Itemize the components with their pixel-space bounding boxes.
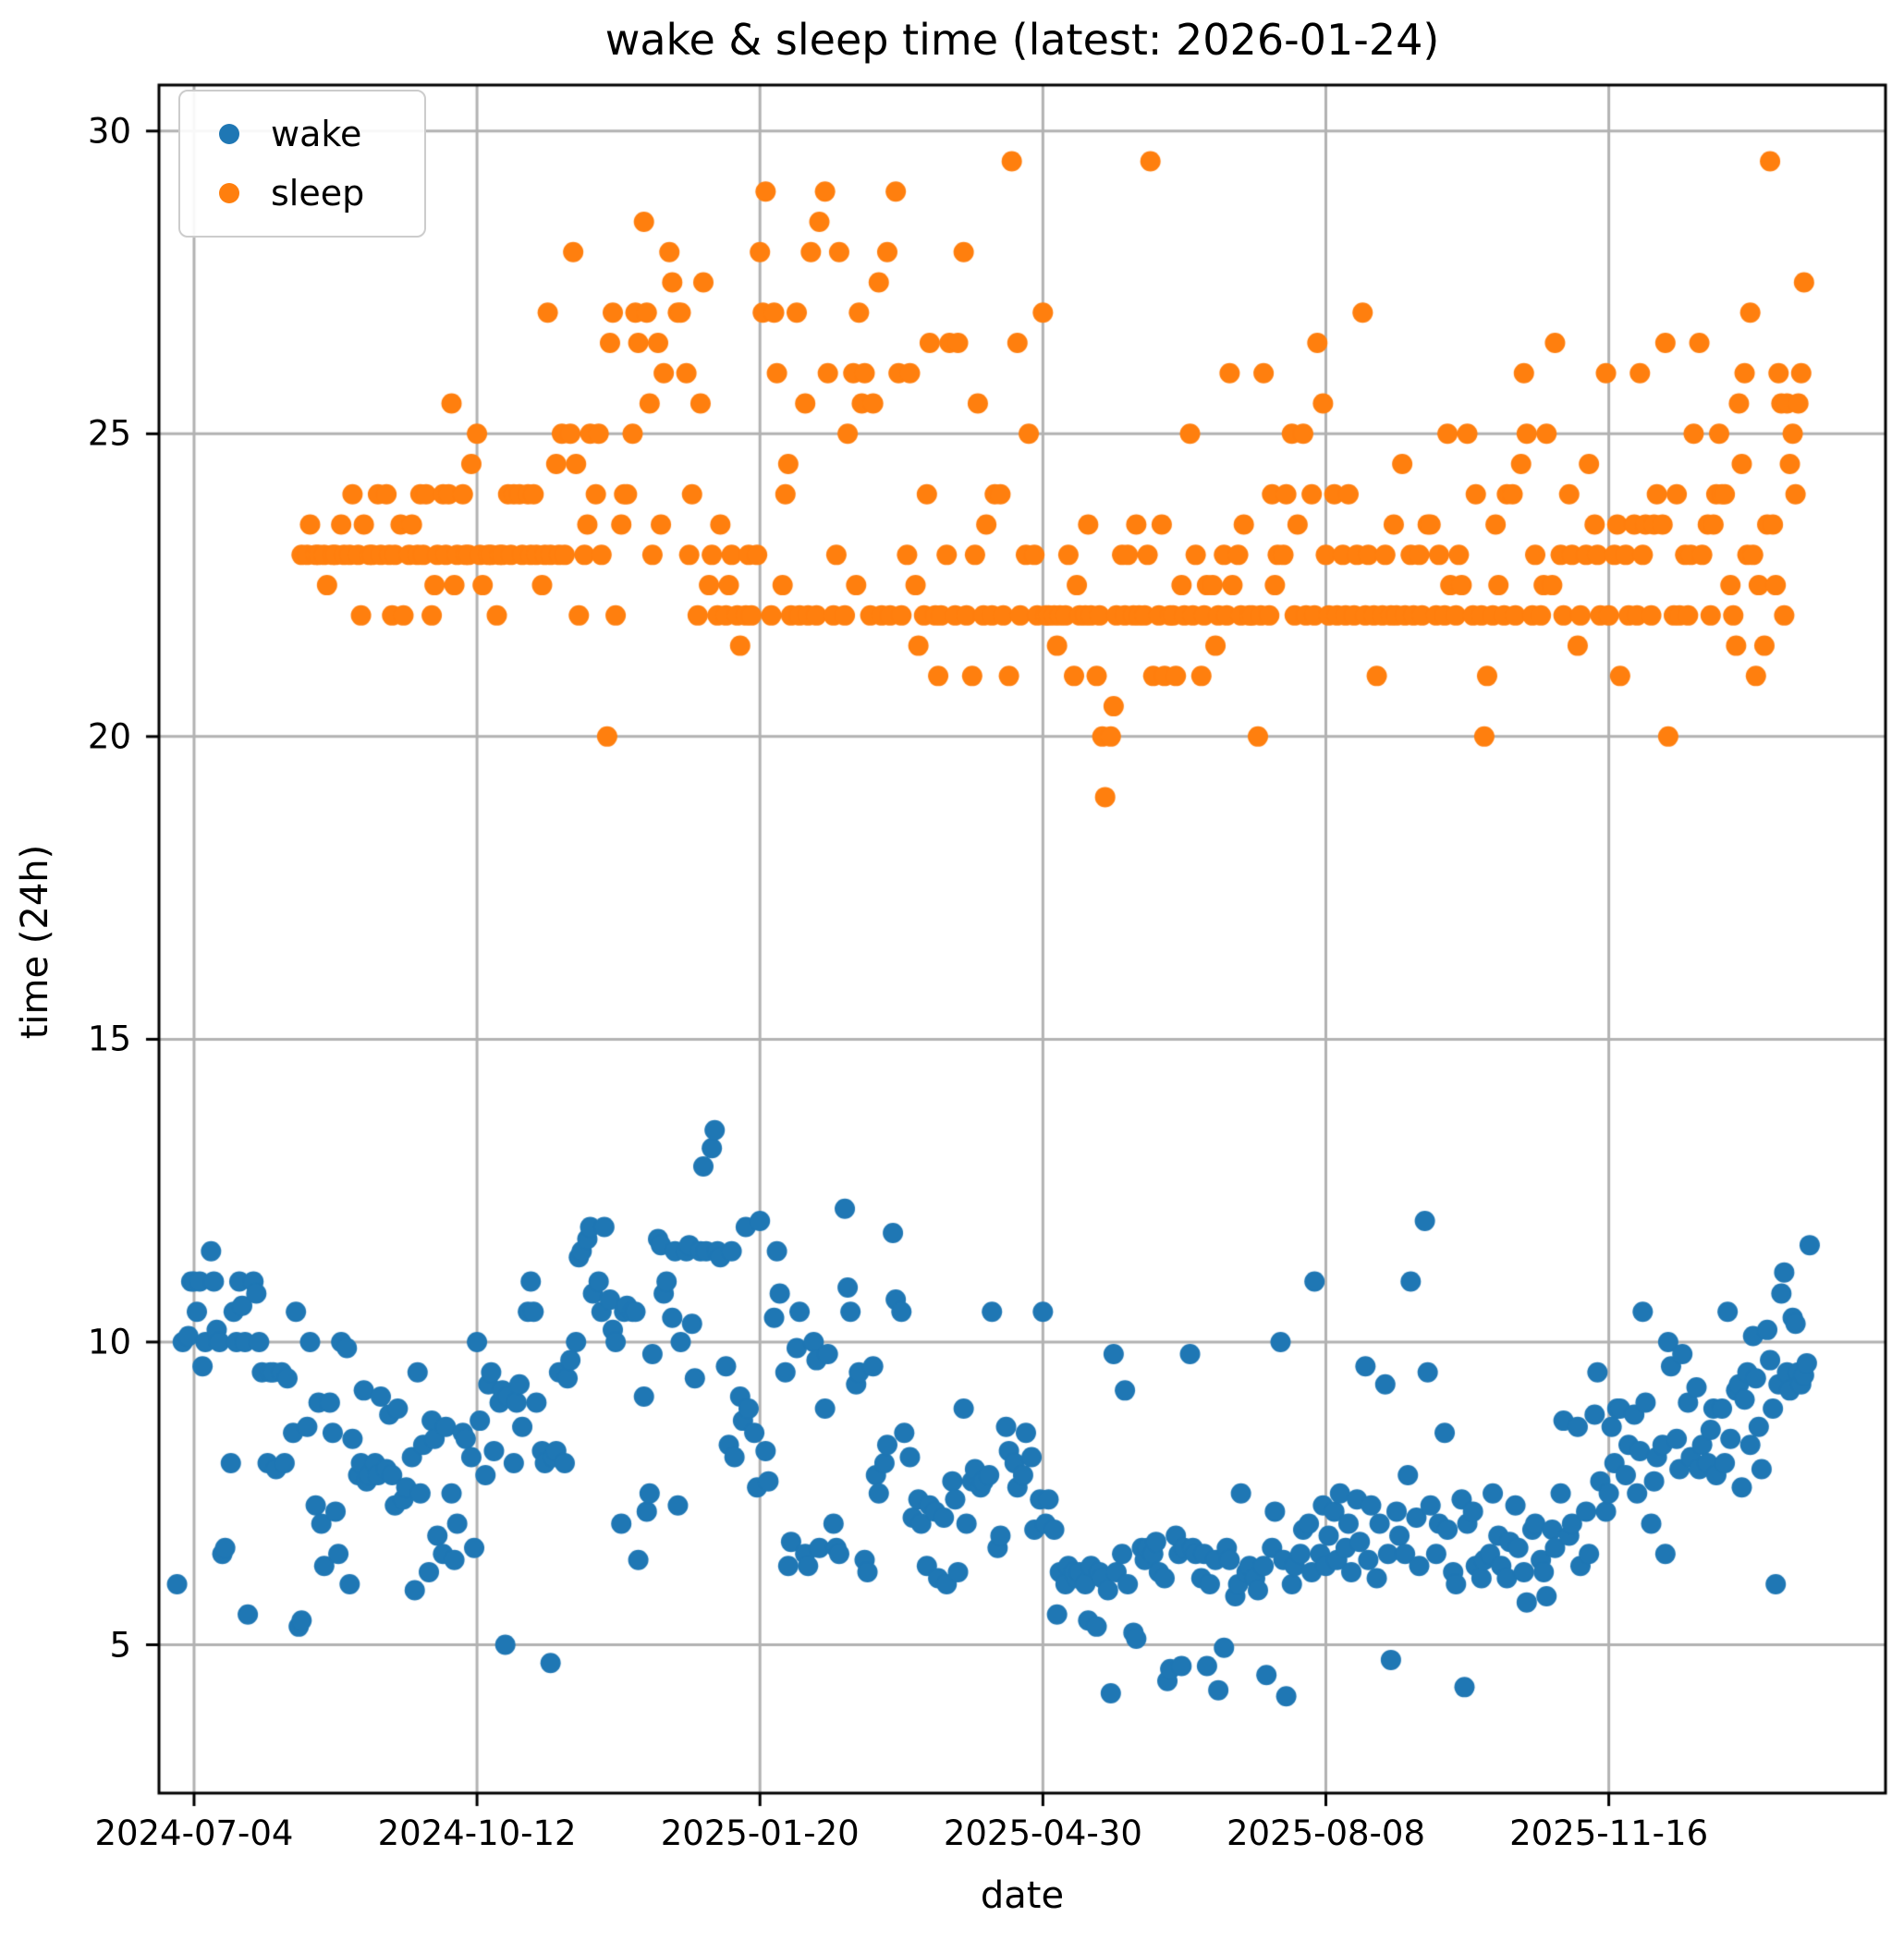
y-tick-label: 20 — [87, 716, 131, 757]
sleep-series-dot-icon — [219, 183, 239, 203]
y-tick-label: 10 — [87, 1322, 131, 1362]
legend-label-wake: wake — [271, 114, 362, 154]
y-tick-label: 15 — [87, 1019, 131, 1059]
x-tick-label: 2025-11-16 — [1509, 1813, 1709, 1853]
x-tick-label: 2024-07-04 — [94, 1813, 294, 1853]
x-tick-label: 2024-10-12 — [377, 1813, 577, 1853]
legend-label-sleep: sleep — [271, 173, 365, 214]
y-tick-label: 30 — [87, 111, 131, 152]
page-title: wake & sleep time (latest: 2026-01-24) — [604, 15, 1440, 65]
y-tick-label: 25 — [87, 413, 131, 454]
x-tick-label: 2025-04-30 — [943, 1813, 1142, 1853]
x-axis-label: date — [980, 1874, 1065, 1917]
legend-item-sleep: sleep — [180, 173, 424, 214]
y-tick-label: 5 — [109, 1625, 131, 1665]
legend: wake sleep — [178, 90, 426, 238]
wake-series-dot-icon — [219, 124, 239, 144]
x-tick-label: 2025-08-08 — [1226, 1813, 1425, 1853]
legend-item-wake: wake — [180, 114, 424, 154]
y-axis-label: time (24h) — [14, 844, 56, 1040]
x-tick-label: 2025-01-20 — [660, 1813, 860, 1853]
